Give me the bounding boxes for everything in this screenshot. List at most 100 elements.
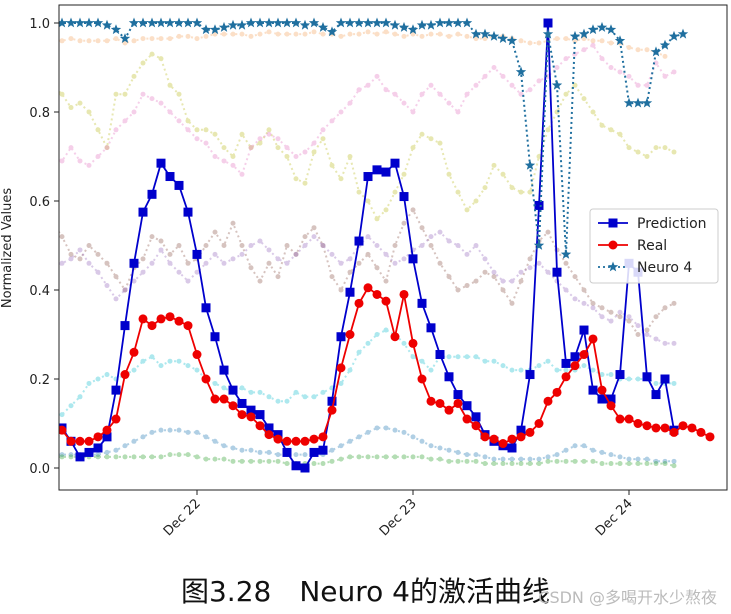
neuron-point [482,36,488,42]
neuron-point [563,458,569,464]
prediction-point [399,192,409,202]
neuron-point [473,198,479,204]
neuron-point [140,60,146,66]
neuron-point [473,458,479,464]
neuron-point [51,454,56,459]
neuron-point [230,162,236,168]
neuron-point [203,260,209,266]
neuro4-point [623,97,635,108]
neuro4-point [362,17,374,28]
neuron-point [320,243,326,248]
neuron-point [563,91,569,97]
real-point [237,410,247,420]
neuron-point [68,454,74,460]
neuro4-point [443,17,455,28]
neuron-point [635,47,641,53]
neuron-point [383,251,389,257]
neuron-point [176,243,182,248]
real-point [534,419,544,428]
legend-label: Prediction [637,216,707,232]
neuron-point [185,429,191,435]
y-axis-label: Normalized Values [0,188,15,309]
neuron-point [42,154,47,159]
neuron-point [230,154,236,159]
neuron-point [275,31,281,37]
neuron-point [77,158,83,164]
prediction-point [174,180,184,190]
neuron-point [545,454,551,460]
prediction-point [534,200,544,210]
neuron-point [455,243,461,248]
neuron-point [68,256,74,262]
neuron-point [320,243,326,248]
neuron-point [302,180,308,186]
neuron-point [527,256,533,262]
neuron-point [545,127,551,133]
neuron-point [536,260,542,266]
neuron-point [662,305,668,311]
real-point [300,436,310,446]
prediction-point [453,390,463,400]
x-tick-label: Dec 24 [593,496,636,539]
neuron-point [257,238,263,244]
real-point [210,394,220,404]
prediction-point [84,447,94,457]
neuro4-point [659,39,671,50]
neuro4-point [569,30,581,41]
neuron-point [446,171,452,177]
neuron-point [230,458,236,464]
neuron-point [626,376,632,382]
real-point [156,314,166,324]
neuro4-point [227,19,239,30]
neuron-point [347,454,353,460]
neuro4-point [155,17,167,28]
neuro4-point [425,19,437,30]
real-point [615,414,625,424]
neuron-point [51,83,56,88]
neuron-point [302,31,308,37]
neuron-point [149,429,155,435]
neuro4-point [416,19,428,30]
neuron-point [131,278,137,284]
neuron-point [455,449,461,455]
prediction-point [183,207,193,217]
neuron-point [392,260,398,266]
neuron-point [203,33,209,39]
neuron-point [51,221,56,226]
x-tick-label: Dec 22 [161,496,204,539]
neuron-point [95,127,101,133]
neuron-point [320,136,326,142]
neuron-point [113,91,119,97]
neuron-point [482,256,488,262]
real-point [59,425,67,435]
real-point [597,385,607,395]
neuron-point [653,336,659,342]
neuron-point [42,225,47,230]
neuron-point [311,234,317,240]
neuron-point [590,42,596,48]
neuro4-point [578,28,590,39]
neuron-point [365,29,371,35]
neuron-point [86,243,92,248]
neuron-point [599,38,605,44]
neuron-point [338,176,344,182]
neuron-point [59,234,65,240]
neuron-point [491,65,497,70]
neuron-point [257,449,263,455]
real-point [606,401,616,411]
neuro4-point [182,17,194,28]
neuron-point [212,456,218,462]
neuron-point [42,452,47,457]
prediction-point [525,370,535,380]
neuron-point [51,412,56,417]
neuron-point [527,456,533,462]
neuron-point [617,454,623,460]
neuron-point [356,454,362,460]
neuron-point [284,31,290,37]
neuron-point [131,73,137,79]
prediction-series [59,18,679,473]
neuro4-point [344,17,356,28]
neuron-point [122,40,128,46]
real-point [255,421,265,431]
neuron-point [302,234,308,240]
